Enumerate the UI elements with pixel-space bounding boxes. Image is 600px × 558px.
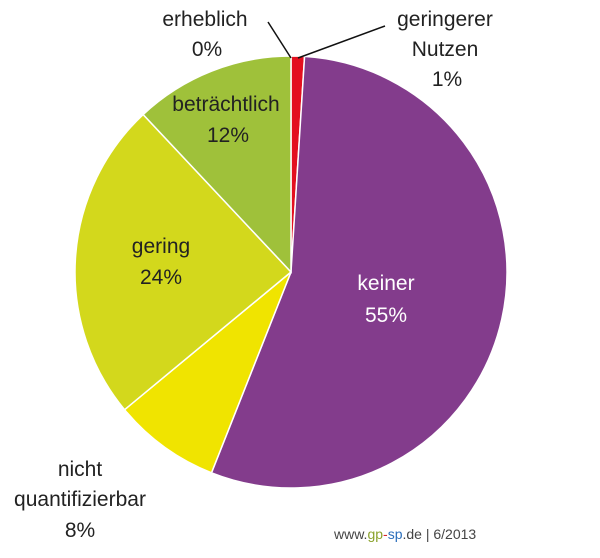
label-gering-pct: 24% bbox=[140, 266, 182, 289]
pie-slice-nicht-quantifizierbar bbox=[123, 271, 292, 474]
label-keiner-pct: 55% bbox=[365, 304, 407, 327]
pie-slice-keiner bbox=[210, 55, 508, 489]
source-sp: sp bbox=[388, 526, 403, 542]
label-nicht-line1: nicht bbox=[58, 458, 103, 481]
source-dash: - bbox=[383, 526, 388, 542]
label-betraechtlich-name: beträchtlich bbox=[172, 93, 279, 116]
label-erheblich-pct: 0% bbox=[192, 38, 222, 61]
label-geringerer-pct: 1% bbox=[432, 68, 462, 91]
leader-line-erheblich bbox=[267, 21, 292, 59]
source-suffix: .de | 6/2013 bbox=[403, 526, 477, 542]
label-nicht-line2: quantifizierbar bbox=[14, 488, 146, 511]
pie-slice-betraechtlich bbox=[142, 55, 292, 274]
source-prefix: www. bbox=[333, 526, 367, 542]
pie-slices bbox=[74, 55, 508, 489]
label-gering-name: gering bbox=[132, 235, 190, 258]
pie-slice-gering bbox=[74, 113, 293, 411]
source-credit: www.gp-sp.de | 6/2013 bbox=[333, 526, 476, 542]
label-nicht-pct: 8% bbox=[65, 519, 95, 542]
source-gp: gp bbox=[367, 526, 383, 542]
label-geringerer-line2: Nutzen bbox=[412, 38, 479, 61]
label-betraechtlich-pct: 12% bbox=[207, 124, 249, 147]
leader-line-geringerer-nutzen bbox=[297, 25, 386, 59]
label-geringerer-line1: geringerer bbox=[397, 8, 493, 31]
label-keiner-name: keiner bbox=[357, 272, 414, 295]
label-erheblich-name: erheblich bbox=[162, 8, 247, 31]
